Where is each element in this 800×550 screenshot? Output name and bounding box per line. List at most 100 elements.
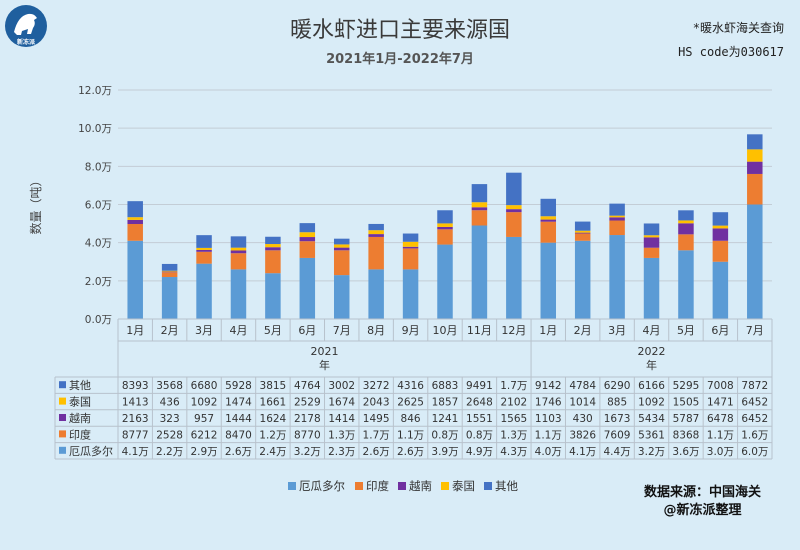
table-cell: 3826 [569,429,596,441]
chart-subtitle: 2021年1月-2022年7月 [326,52,474,67]
table-cell: 4784 [569,380,596,392]
bar-segment [265,247,281,251]
bar-segment [506,212,522,237]
bar-segment [333,250,350,276]
bar-segment [747,161,763,174]
bar-segment [402,248,419,270]
table-cell: 5787 [673,413,700,425]
legend-swatch [398,482,406,490]
table-cell: 5928 [225,380,252,392]
y-tick-label: 0.0万 [85,314,112,326]
legend-swatch [441,482,449,490]
bar-segment [127,219,143,225]
bar-segment [230,269,247,319]
bar-segment [333,244,350,248]
table-cell: 4.4万 [604,446,631,458]
table-cell: 1.1万 [535,429,562,441]
bar-segment [437,223,453,227]
table-cell: 2.6万 [225,446,252,458]
bar-segment [437,244,453,319]
table-cell: 3.2万 [638,446,665,458]
bar-segment [643,237,660,248]
table-cell: 1413 [122,397,149,409]
legend-label: 其他 [495,479,518,493]
table-cell: 4.1万 [122,446,149,458]
bar-segment [678,220,694,224]
table-cell: 1673 [604,413,631,425]
table-cell: 3.2万 [294,446,321,458]
table-cell: 6.0万 [741,446,768,458]
table-cell: 885 [607,397,627,409]
table-cell: 846 [401,413,421,425]
bars [127,134,763,319]
y-tick-label: 8.0万 [85,161,112,173]
bar-segment [574,240,591,319]
source-line-1: 数据来源：中国海关 [643,485,761,500]
table-cell: 2163 [122,413,149,425]
table-cell: 3815 [260,380,287,392]
bar-segment [230,253,247,270]
table-cell: 7008 [707,380,734,392]
table-cell: 2043 [363,397,390,409]
table-cell: 2.9万 [190,446,217,458]
table-cell: 1.1万 [707,429,734,441]
bar-segment [230,236,247,248]
bar-segment [574,232,591,234]
bar-segment [643,247,660,258]
table-cell: 3.6万 [672,446,699,458]
table-cell: 1746 [535,397,562,409]
bar-segment [712,261,729,319]
table-cell: 7609 [604,429,631,441]
bar-segment [402,269,419,319]
table-cell: 8777 [122,429,149,441]
bar-segment [161,263,178,271]
bar-segment [127,240,143,319]
table-cell: 1661 [260,397,287,409]
bar-segment [747,204,763,319]
bar-segment [540,242,557,319]
bar-segment [333,275,350,319]
bar-segment [196,249,212,252]
table-cell: 2625 [397,397,424,409]
bar-segment [299,241,316,258]
x-tick-label: 5月 [677,324,695,337]
bar-segment [196,235,212,248]
bar-segment [712,212,729,226]
x-tick-label: 2月 [161,324,179,337]
y-axis-label: 数量（吨） [28,174,43,234]
table-cell: 6212 [191,429,218,441]
x-tick-label: 9月 [402,324,420,337]
bar-segment [127,224,143,241]
bar-segment [161,277,178,319]
x-tick-label: 5月 [264,324,282,337]
source-line-2: @新冻派整理 [663,503,742,518]
bar-segment [299,237,316,242]
table-cell: 4.0万 [535,446,562,458]
bar-segment [402,246,419,249]
bar-segment [265,244,281,248]
bar-segment [506,205,522,210]
table-cell: 1241 [432,413,459,425]
bar-segment [196,263,212,319]
bar-segment [368,269,384,319]
bar-segment [333,238,350,245]
x-tick-label: 6月 [298,324,316,337]
table-cell: 9491 [466,380,493,392]
bar-segment [471,202,488,208]
bar-segment [747,134,763,150]
table-cell: 1471 [707,397,734,409]
table-row-label: 泰国 [69,395,91,409]
table-cell: 323 [160,413,180,425]
table-cell: 4764 [294,380,321,392]
table-cell: 4.3万 [500,446,527,458]
bar-segment [299,232,316,238]
bar-segment [437,210,453,224]
data-source: 数据来源：中国海关 @新冻派整理 [620,484,785,520]
table-cell: 1674 [328,397,355,409]
bar-segment [368,236,384,270]
table-cell: 3002 [328,380,355,392]
bar-segment [437,229,453,245]
table-cell: 436 [160,397,180,409]
x-tick-label: 11月 [467,324,492,337]
bar-segment [747,149,763,162]
